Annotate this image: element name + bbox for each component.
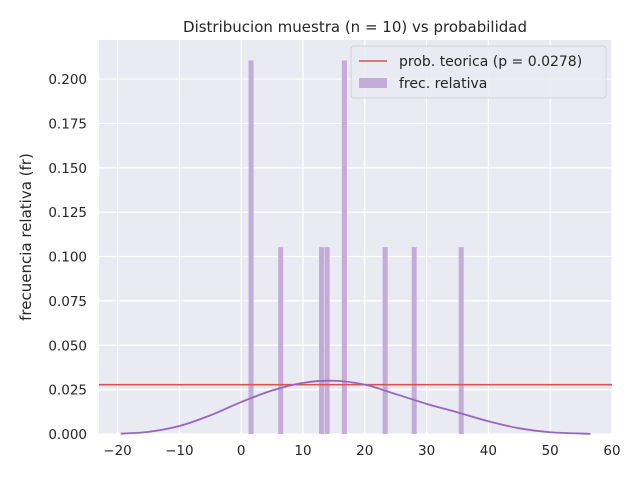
curve-series bbox=[120, 379, 591, 435]
bar bbox=[319, 247, 325, 434]
legend-swatch-bar bbox=[359, 78, 387, 88]
bar bbox=[341, 60, 347, 434]
y-tick-label: 0.175 bbox=[48, 116, 87, 132]
x-tick-label: 0 bbox=[237, 443, 246, 459]
x-tick-label: 10 bbox=[294, 443, 311, 459]
x-tick-label: 50 bbox=[542, 443, 559, 459]
density-curve bbox=[120, 379, 591, 435]
y-tick-label: 0.100 bbox=[48, 250, 87, 266]
x-tick-label: 20 bbox=[356, 443, 373, 459]
y-tick-label: 0.075 bbox=[48, 294, 87, 310]
y-tick-label: 0.050 bbox=[48, 338, 87, 354]
y-tick-label: 0.000 bbox=[48, 427, 87, 443]
y-tick-label: 0.125 bbox=[48, 205, 87, 221]
y-axis: 0.000 0.025 0.050 0.075 0.100 0.125 0.150 0.175… bbox=[48, 72, 87, 443]
y-axis-label: frecuencia relativa (fr) bbox=[17, 153, 35, 321]
legend-box bbox=[350, 45, 607, 99]
x-tick-label: −20 bbox=[103, 443, 132, 459]
bar bbox=[382, 247, 388, 434]
bar bbox=[324, 247, 330, 434]
bar bbox=[458, 247, 464, 434]
x-tick-label: 60 bbox=[603, 443, 620, 459]
chart-title: Distribucion muestra (n = 10) vs probabi… bbox=[183, 18, 527, 36]
x-tick-label: 30 bbox=[418, 443, 435, 459]
x-axis: −20 −10 0 10 20 30 40 50 60 bbox=[103, 443, 620, 459]
bar bbox=[411, 247, 417, 434]
bar-series bbox=[248, 60, 464, 434]
plot-background bbox=[99, 40, 612, 434]
y-tick-label: 0.200 bbox=[48, 72, 87, 88]
x-tick-label: −10 bbox=[165, 443, 194, 459]
legend-label: frec. relativa bbox=[399, 76, 487, 92]
y-tick-label: 0.150 bbox=[48, 161, 87, 177]
bar bbox=[278, 247, 284, 434]
legend-label: prob. teorica (p = 0.0278) bbox=[399, 54, 582, 70]
bar bbox=[248, 60, 254, 434]
legend: prob. teorica (p = 0.0278) frec. relativa bbox=[350, 45, 607, 99]
y-tick-label: 0.025 bbox=[48, 383, 87, 399]
x-tick-label: 40 bbox=[480, 443, 497, 459]
